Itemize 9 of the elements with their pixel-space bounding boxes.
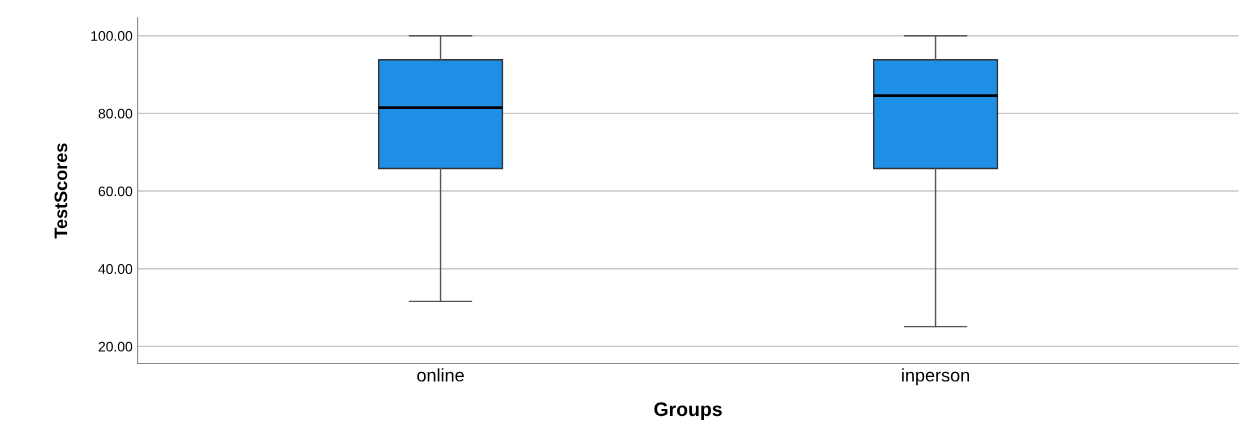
y-axis-title: TestScores	[54, 143, 68, 239]
y-tick-label: 60.00	[98, 186, 133, 197]
x-tick-label: online	[417, 368, 464, 382]
y-tick-label: 40.00	[98, 264, 133, 274]
y-tick-label: 80.00	[98, 108, 133, 119]
y-tick-label: 20.00	[98, 341, 133, 352]
x-tick-label: inperson	[902, 368, 970, 386]
y-tick-label: 100.00	[91, 31, 133, 41]
x-axis-title: Groups	[654, 402, 722, 420]
